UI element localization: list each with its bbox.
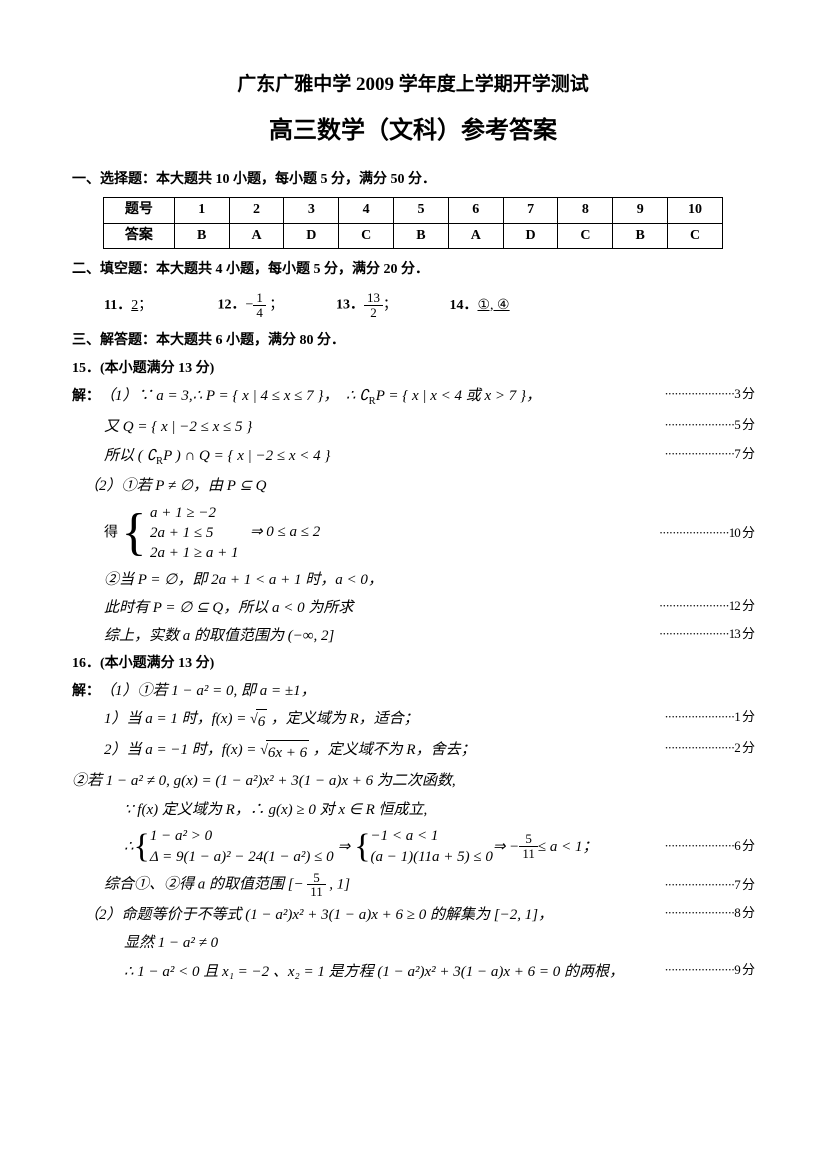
- q16-line3: 2）当 a = −1 时，f(x) = √6x + 6 ，定义域不为 R，舍去；…: [72, 738, 754, 765]
- q11-answer: 2: [131, 295, 138, 317]
- table-answer-label: 答案: [104, 223, 175, 248]
- q14-label: 14．: [450, 298, 478, 313]
- q13-label: 13．: [336, 298, 364, 313]
- score: 5 分: [734, 417, 754, 432]
- score: 3 分: [734, 386, 754, 401]
- q16-line6: ∴ { 1 − a² > 0 Δ = 9(1 − a)² − 24(1 − a²…: [72, 826, 754, 867]
- answer-table: 题号 1 2 3 4 5 6 7 8 9 10 答案 B A D C B A D…: [103, 197, 723, 249]
- q16-line5: ∵ f(x) 定义域为 R，∴ g(x) ≥ 0 对 x ∈ R 恒成立,: [72, 798, 754, 822]
- score: 10 分: [729, 525, 754, 540]
- q16-line2: 1）当 a = 1 时，f(x) = √6 ，定义域为 R，适合； ······…: [72, 707, 754, 734]
- solve-label: 解：: [72, 684, 100, 699]
- table-row: 题号 1 2 3 4 5 6 7 8 9 10: [104, 198, 723, 223]
- q16-frac-1: 511: [519, 832, 538, 860]
- q15-line4: （2）①若 P ≠ ∅，由 P ⊆ Q: [72, 474, 754, 498]
- q16-line7: 综合①、②得 a 的取值范围 [− 511 , 1] ·············…: [72, 871, 754, 899]
- score: 2 分: [734, 740, 754, 755]
- sqrt-icon: √6x + 6: [260, 740, 309, 765]
- q15-line3: 所以 ( ∁RP ) ∩ Q = { x | −2 ≤ x < 4 } ····…: [72, 444, 754, 471]
- sqrt-icon: √6: [250, 709, 267, 734]
- score: 6 分: [734, 838, 754, 853]
- q15-line1: 解：（1）∵ a = 3,∴ P = { x | 4 ≤ x ≤ 7 }， ∴ …: [72, 384, 754, 411]
- score: 12 分: [729, 598, 754, 613]
- q15-line2: 又 Q = { x | −2 ≤ x ≤ 5 } ···············…: [72, 415, 754, 439]
- q16-line9: 显然 1 − a² ≠ 0: [72, 931, 754, 955]
- score: 8 分: [734, 905, 754, 920]
- q15-line7: 此时有 P = ∅ ⊆ Q，所以 a < 0 为所求 ·············…: [72, 596, 754, 620]
- q16-line10: ∴ 1 − a² < 0 且 x₁ = −2 、x₂ = 1 是方程 (1 − …: [72, 960, 754, 984]
- q11-label: 11．: [104, 298, 131, 313]
- fill-answers: 11．2； 12．−14 ； 13．132； 14．①, ④: [104, 291, 754, 319]
- solve-label: 解：: [72, 389, 100, 404]
- q13-frac: 132: [364, 291, 383, 319]
- section1-heading: 一、选择题：本大题共 10 小题，每小题 5 分，满分 50 分．: [72, 169, 754, 191]
- q12-label: 12．: [218, 298, 246, 313]
- q16-header: 16．(本小题满分 13 分): [72, 653, 754, 675]
- q16-line8: （2）命题等价于不等式 (1 − a²)x² + 3(1 − a)x + 6 ≥…: [72, 903, 754, 927]
- section2-heading: 二、填空题：本大题共 4 小题，每小题 5 分，满分 20 分．: [72, 259, 754, 281]
- q15-line6: ②当 P = ∅，即 2a + 1 < a + 1 时，a < 0，: [72, 568, 754, 592]
- score: 9 分: [734, 962, 754, 977]
- q14-answer: ①, ④: [478, 295, 510, 317]
- q16-line4: ②若 1 − a² ≠ 0, g(x) = (1 − a²)x² + 3(1 −…: [72, 769, 754, 793]
- q16-frac-2: 511: [307, 871, 326, 899]
- table-row: 答案 B A D C B A D C B C: [104, 223, 723, 248]
- score: 1 分: [734, 709, 754, 724]
- q16-brace-1: 1 − a² > 0 Δ = 9(1 − a)² − 24(1 − a²) ≤ …: [150, 826, 334, 867]
- title-line-2: 高三数学（文科）参考答案: [72, 112, 754, 150]
- score: 7 分: [734, 877, 754, 892]
- q16-line1: 解：（1）①若 1 − a² = 0, 即 a = ±1，: [72, 679, 754, 703]
- score: 7 分: [734, 446, 754, 461]
- table-header-label: 题号: [104, 198, 175, 223]
- section3-heading: 三、解答题：本大题共 6 小题，满分 80 分．: [72, 330, 754, 352]
- score: 13 分: [729, 626, 754, 641]
- q16-brace-2: −1 < a < 1 (a − 1)(11a + 5) ≤ 0: [371, 826, 493, 867]
- q15-brace: a + 1 ≥ −2 2a + 1 ≤ 5 2a + 1 ≥ a + 1: [150, 503, 238, 564]
- q15-line8: 综上，实数 a 的取值范围为 (−∞, 2] ·················…: [72, 624, 754, 648]
- q15-header: 15．(本小题满分 13 分): [72, 358, 754, 380]
- title-line-1: 广东广雅中学 2009 学年度上学期开学测试: [72, 70, 754, 100]
- q15-line5: 得 { a + 1 ≥ −2 2a + 1 ≤ 5 2a + 1 ≥ a + 1…: [72, 503, 754, 564]
- q12-frac: 14: [253, 291, 266, 319]
